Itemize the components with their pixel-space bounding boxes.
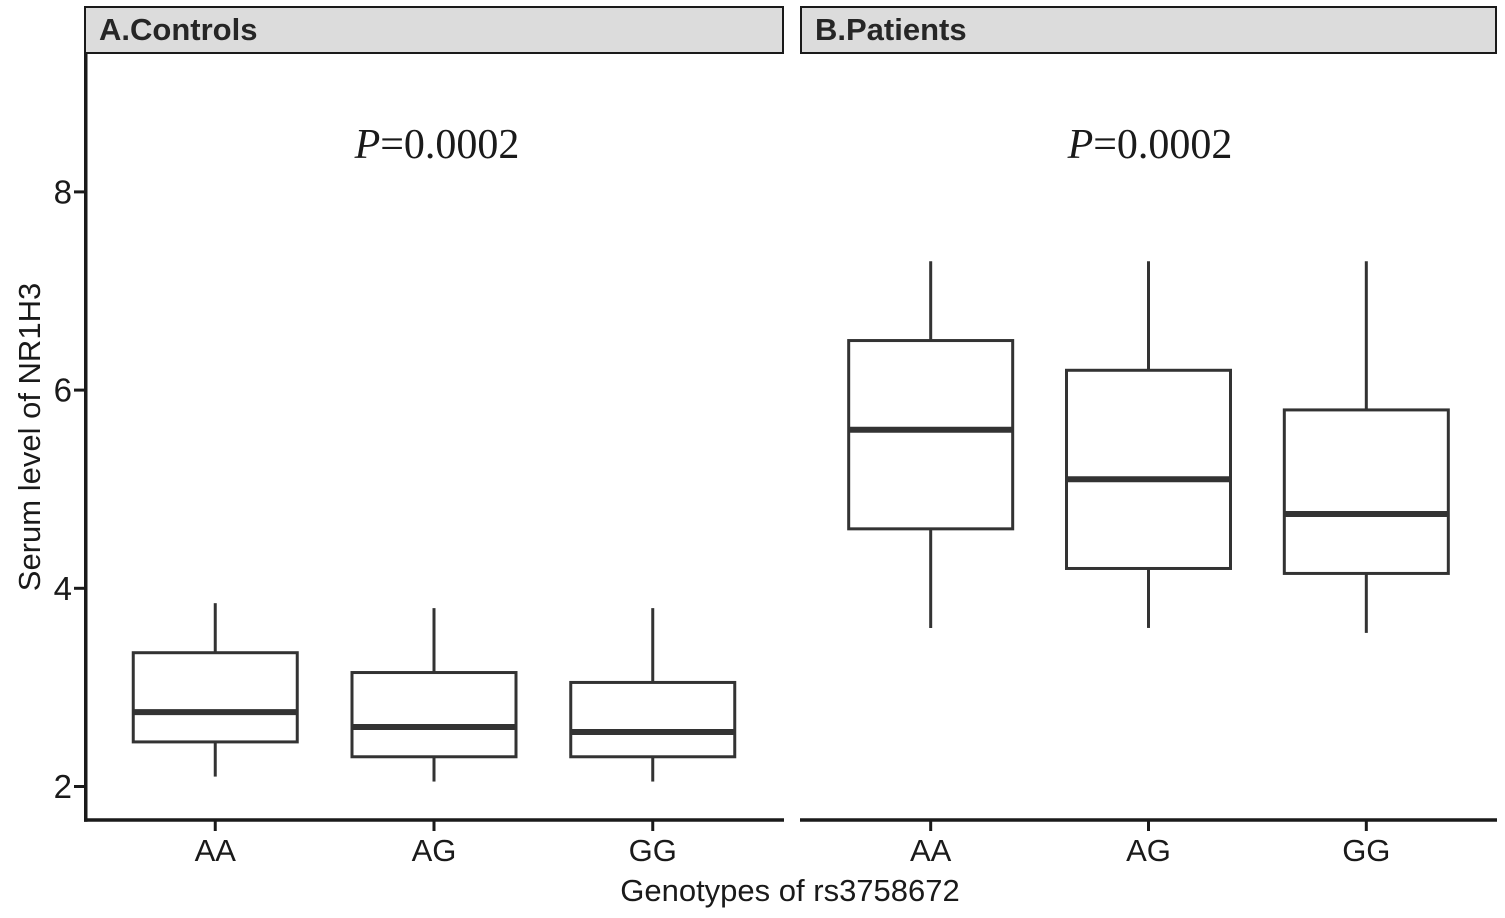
iqr-box xyxy=(569,680,737,759)
x-tick-label: AA xyxy=(910,833,952,868)
pvalue-symbol: P xyxy=(1067,122,1094,168)
y-tick-label: 8 xyxy=(54,173,72,210)
y-axis-title: Serum level of NR1H3 xyxy=(12,282,47,592)
x-tick-label: AG xyxy=(1126,833,1171,868)
x-tick-label: GG xyxy=(629,833,677,868)
pvalue-number: =0.0002 xyxy=(1093,122,1233,168)
iqr-box xyxy=(1282,408,1450,575)
x-axis-title: Genotypes of rs3758672 xyxy=(620,873,960,908)
iqr-box xyxy=(847,339,1015,531)
y-tick-label: 6 xyxy=(54,372,72,409)
facet-strip-label-patients: B.Patients xyxy=(815,12,967,47)
x-tick-label: AA xyxy=(195,833,237,868)
facet-strip-controls: A.Controls xyxy=(84,6,784,54)
y-tick-label: 2 xyxy=(54,768,72,805)
iqr-box xyxy=(131,651,299,744)
facet-strip-label-controls: A.Controls xyxy=(99,12,258,47)
pvalue-number: =0.0002 xyxy=(380,122,520,168)
pvalue-annotation-patients: P=0.0002 xyxy=(1068,124,1233,166)
iqr-box xyxy=(1065,368,1232,570)
x-tick-label: AG xyxy=(412,833,457,868)
pvalue-symbol: P xyxy=(354,122,381,168)
iqr-box xyxy=(350,671,518,759)
x-tick-label: GG xyxy=(1342,833,1390,868)
y-tick-label: 4 xyxy=(54,570,72,607)
facet-strip-patients: B.Patients xyxy=(800,6,1497,54)
pvalue-annotation-controls: P=0.0002 xyxy=(355,124,520,166)
